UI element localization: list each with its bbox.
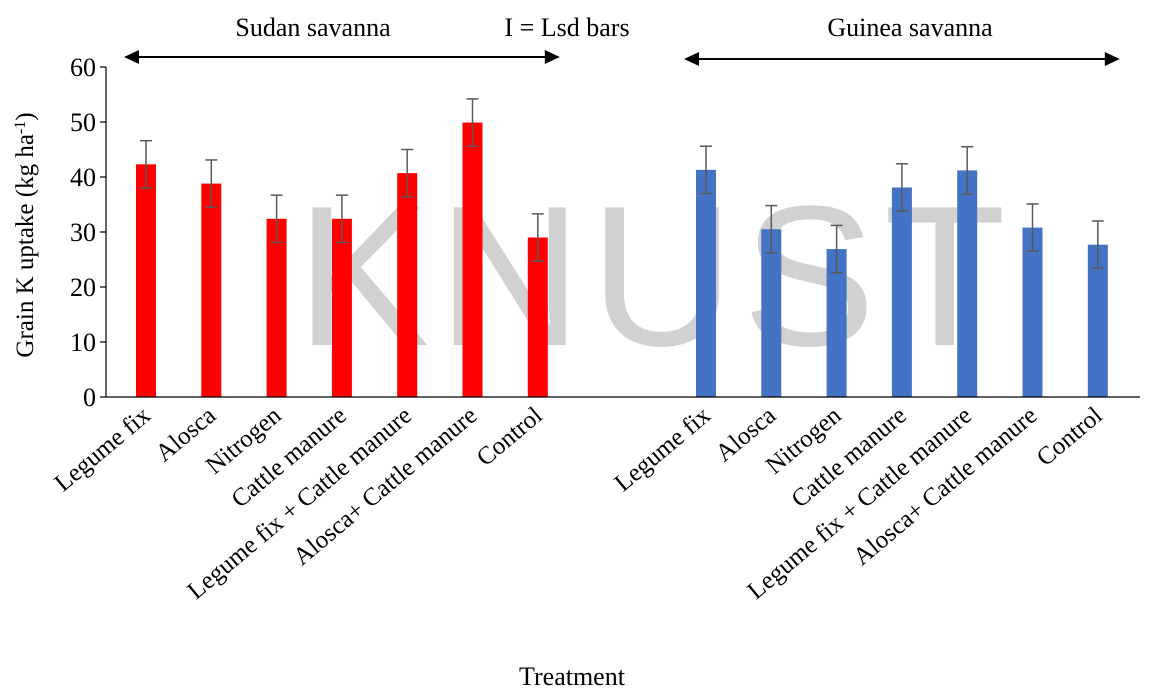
axes-layer — [100, 50, 1140, 398]
group-label: Guinea savanna — [827, 13, 993, 42]
bar — [527, 237, 548, 397]
bars-layer — [136, 98, 1108, 398]
y-axis-label-superscript: -1 — [12, 121, 29, 134]
bar — [891, 187, 912, 397]
y-tick-label: 50 — [70, 108, 96, 137]
bar — [696, 169, 716, 397]
group-label: Sudan savanna — [235, 13, 391, 42]
group-arrow-head-right — [544, 50, 560, 64]
x-axis-label: Treatment — [519, 662, 626, 691]
bar — [1087, 244, 1108, 397]
x-tick-label: Legume fix — [610, 402, 717, 498]
y-axis-label-close: ) — [12, 112, 39, 120]
y-tick-label: 40 — [70, 163, 96, 192]
group-arrow-head-left — [684, 52, 699, 66]
y-tick-label: 10 — [70, 328, 96, 357]
bar — [826, 249, 847, 397]
y-axis-label: Grain K uptake (kg ha-1) — [12, 112, 40, 357]
bar — [957, 170, 978, 397]
x-tick-label: Control — [1032, 402, 1108, 472]
lsd-bars-note: I = Lsd bars — [504, 13, 629, 42]
bar — [462, 122, 483, 398]
bar — [201, 183, 222, 397]
bar — [266, 218, 287, 397]
y-tick-label: 30 — [70, 218, 96, 247]
bar — [397, 173, 418, 397]
x-tick-label: Legume fix — [50, 402, 157, 498]
bar — [331, 218, 352, 397]
group-arrow-head-left — [124, 50, 139, 64]
bar — [1022, 227, 1043, 397]
y-tick-label: 60 — [70, 53, 96, 82]
y-tick-label: 20 — [70, 273, 96, 302]
y-tick-label: 0 — [83, 383, 96, 412]
bar — [761, 229, 782, 397]
y-axis-label-main: Grain K uptake (kg ha — [12, 134, 39, 358]
group-arrow-head-right — [1104, 52, 1120, 66]
x-tick-label: Control — [472, 402, 548, 472]
bar — [136, 164, 156, 397]
